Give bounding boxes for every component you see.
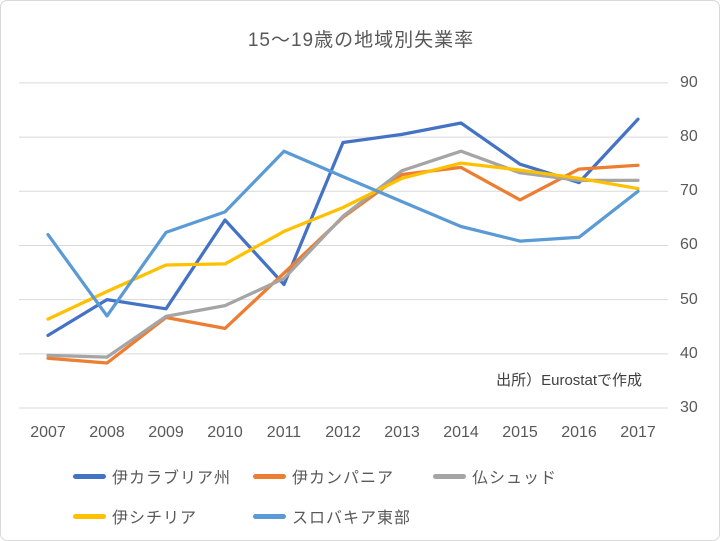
legend-marker: [433, 473, 466, 479]
x-axis-label: 2012: [325, 424, 361, 441]
series-line-0: [46, 117, 640, 338]
legend-marker: [253, 513, 286, 519]
x-axis-label: 2010: [207, 424, 243, 441]
x-axis-label: 2015: [502, 424, 538, 441]
x-axis-label: 2014: [443, 424, 479, 441]
x-axis-label: 2007: [30, 424, 66, 441]
series-line-1: [46, 163, 640, 365]
chart-title: 15〜19歳の地域別失業率: [247, 30, 475, 51]
legend-label: 伊カンパニア: [292, 470, 395, 487]
legend-item: スロバキア東部: [253, 503, 411, 529]
legend-item: 伊カンパニア: [253, 463, 394, 489]
legend-marker: [73, 513, 106, 519]
legend-item: 仏シュッド: [433, 463, 557, 489]
y-axis-label: 30: [680, 399, 698, 416]
series-line-3: [46, 161, 640, 321]
x-axis-label: 2017: [620, 424, 656, 441]
y-axis-label: 40: [680, 344, 698, 362]
x-axis-label: 2016: [561, 424, 597, 441]
x-axis-label: 2013: [384, 424, 420, 441]
x-axis-label: 2009: [148, 424, 184, 441]
legend-label: スロバキア東部: [292, 510, 412, 527]
y-axis-label: 70: [680, 182, 698, 200]
legend-marker: [253, 473, 286, 479]
x-axis-label: 2008: [89, 424, 125, 441]
legend-item: 伊シチリア: [73, 503, 197, 529]
legend-label: 伊カラブリア州: [112, 470, 232, 487]
y-axis-label: 50: [680, 290, 698, 308]
legend-item: 伊カラブリア州: [73, 463, 231, 489]
y-axis-label: 80: [680, 128, 698, 146]
series-line-4: [46, 149, 640, 318]
y-axis-label: 60: [680, 236, 698, 254]
legend-label: 伊シチリア: [112, 510, 198, 527]
legend-marker: [73, 473, 106, 479]
y-axis-label: 90: [680, 73, 698, 91]
legend-label: 仏シュッド: [472, 470, 558, 487]
source-note: 出所）Eurostatで作成: [496, 372, 642, 389]
series-line-2: [46, 149, 640, 359]
x-axis-label: 2011: [266, 424, 302, 441]
